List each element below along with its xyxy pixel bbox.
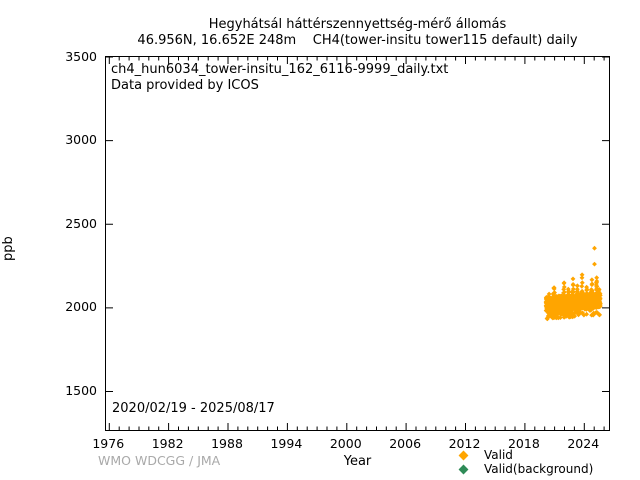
plot-svg (106, 57, 609, 430)
date-range-label: 2020/02/19 - 2025/08/17 (112, 401, 275, 416)
figure-title: Hegyhátsál háttérszennyettség-mérő állom… (208, 17, 507, 32)
y-tick-label: 2500 (65, 215, 97, 231)
x-tick-label: 1994 (270, 436, 303, 451)
x-tick-label: 1988 (211, 436, 243, 451)
x-tick-label: 2000 (329, 436, 362, 451)
legend-item-valid-background: Valid(background) (456, 462, 593, 476)
legend-item-valid: Valid (456, 448, 593, 462)
y-tick-label: 2000 (65, 299, 97, 315)
y-tick-label: 3000 (65, 132, 97, 148)
legend-label-valid: Valid (484, 448, 513, 462)
x-axis-label: Year (343, 454, 372, 469)
annotation-filename: ch4_hun6034_tower-insitu_162_6116-9999_d… (111, 62, 449, 77)
figure-subtitle: 46.956N, 16.652E 248m CH4(tower-insitu t… (137, 33, 578, 48)
x-tick-label: 2018 (507, 436, 540, 451)
y-axis-label: ppb (1, 236, 16, 262)
footer-credit: WMO WDCGG / JMA (98, 453, 221, 468)
ch4-scatter-points (543, 245, 603, 322)
x-tick-label: 1982 (151, 436, 184, 451)
plot-area: ch4_hun6034_tower-insitu_162_6116-9999_d… (105, 56, 610, 431)
x-tick-label: 2006 (389, 436, 422, 451)
valid-diamond-icon (458, 450, 469, 460)
x-tick-label: 2012 (448, 436, 481, 451)
annotation-provider: Data provided by ICOS (111, 78, 259, 93)
y-tick-label: 1500 (65, 383, 97, 399)
legend: Valid Valid(background) (456, 448, 593, 476)
valid-background-diamond-icon (458, 464, 469, 474)
legend-label-valid-background: Valid(background) (484, 462, 594, 476)
axis-ticks (106, 57, 609, 430)
y-tick-label: 3500 (65, 48, 97, 64)
x-tick-label: 1976 (92, 436, 125, 451)
x-tick-label: 2024 (567, 436, 600, 451)
